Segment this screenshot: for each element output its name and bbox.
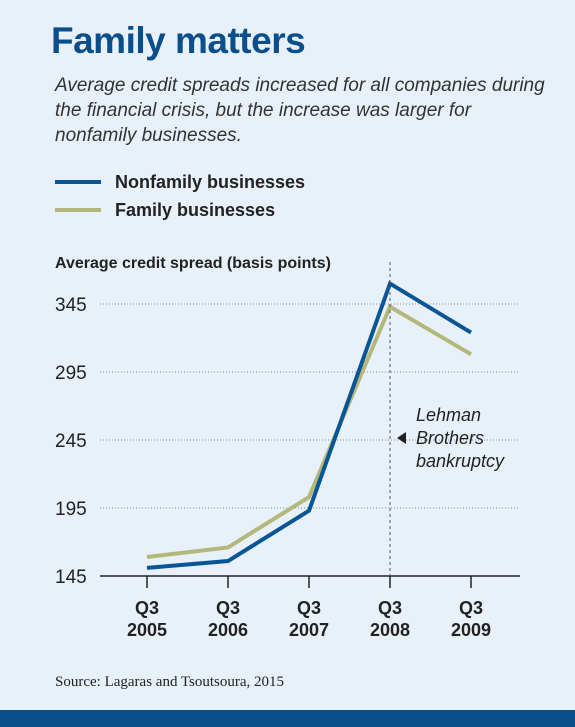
annotation-arrow xyxy=(397,432,406,444)
y-tick-label: 145 xyxy=(55,567,87,588)
line-chart: Average credit spread (basis points) 145… xyxy=(55,255,520,640)
series-line-nonfamily xyxy=(146,280,473,570)
x-tick-label: Q3 2009 xyxy=(451,598,491,640)
chart-title: Family matters xyxy=(51,20,306,61)
x-tick-label: Q3 2005 xyxy=(127,598,167,640)
y-tick-label: 245 xyxy=(55,431,87,452)
bottom-bar xyxy=(0,710,575,727)
source-note: Source: Lagaras and Tsoutsoura, 2015 xyxy=(55,674,285,690)
x-tick-label: Q3 2007 xyxy=(289,598,329,640)
annotation-text: Lehman Brothers bankruptcy xyxy=(416,405,505,471)
y-tick-label: 295 xyxy=(55,363,87,384)
series-line-family xyxy=(146,303,473,559)
y-axis-label: Average credit spread (basis points) xyxy=(55,255,331,272)
y-tick-label: 195 xyxy=(55,499,87,520)
legend-swatch-family xyxy=(55,208,101,212)
x-tick-label: Q3 2008 xyxy=(370,598,410,640)
legend-item-nonfamily: Nonfamily businesses xyxy=(55,170,305,194)
legend-swatch-nonfamily xyxy=(55,180,101,184)
y-tick-label: 345 xyxy=(55,295,87,316)
legend-label-family: Family businesses xyxy=(115,199,276,220)
legend-item-family: Family businesses xyxy=(55,198,275,222)
legend-label-nonfamily: Nonfamily businesses xyxy=(115,171,306,192)
chart-subtitle: Average credit spreads increased for all… xyxy=(55,75,545,146)
x-tick-label: Q3 2006 xyxy=(208,598,248,640)
